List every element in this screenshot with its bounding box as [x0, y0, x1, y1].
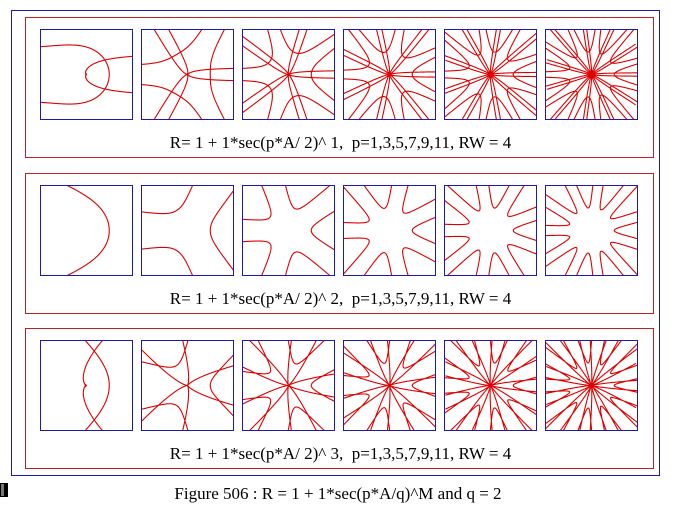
polar-curve-p1: [82, 341, 110, 430]
plot-box-p9: [444, 29, 537, 120]
plot-box-p1: [40, 340, 133, 431]
curve-path: [445, 341, 536, 430]
plot-box-p5: [242, 185, 335, 276]
polar-curve-p3: [142, 30, 233, 119]
plot-box-p3: [141, 185, 234, 276]
polar-curve-p11: [546, 186, 637, 275]
plot-box-p3: [141, 29, 234, 120]
polar-curve-p7: [344, 186, 435, 275]
polar-curve-p7: [344, 30, 435, 119]
curve-path: [142, 30, 233, 119]
panel-m3: R= 1 + 1*sec(p*A/ 2)^ 3, p=1,3,5,7,9,11,…: [25, 328, 654, 469]
polar-curve-p11: [546, 30, 637, 119]
polar-curve-p1: [41, 44, 132, 105]
polar-curve-p9: [445, 341, 536, 430]
plot-box-p11: [545, 29, 638, 120]
panel-m1: R= 1 + 1*sec(p*A/ 2)^ 1, p=1,3,5,7,9,11,…: [25, 17, 654, 158]
curve-path: [445, 30, 536, 119]
curve-path: [142, 341, 233, 430]
panel-caption: R= 1 + 1*sec(p*A/ 2)^ 3, p=1,3,5,7,9,11,…: [169, 444, 512, 463]
panel-caption: R= 1 + 1*sec(p*A/ 2)^ 2, p=1,3,5,7,9,11,…: [169, 289, 512, 308]
polar-curve-p5: [243, 186, 334, 275]
curve-path: [243, 186, 334, 275]
plot-box-p5: [242, 29, 335, 120]
figure-caption: Figure 506 : R = 1 + 1*sec(p*A/q)^M and …: [174, 484, 502, 503]
curve-path: [546, 186, 637, 275]
plot-box-p9: [444, 185, 537, 276]
plot-box-p9: [444, 340, 537, 431]
plot-box-p7: [343, 29, 436, 120]
curve-path: [82, 341, 110, 430]
figure-frame: [11, 10, 660, 476]
plot-box-p11: [545, 185, 638, 276]
panel-m2: R= 1 + 1*sec(p*A/ 2)^ 2, p=1,3,5,7,9,11,…: [25, 173, 654, 314]
polar-curve-p7: [344, 341, 435, 430]
plot-box-p1: [40, 185, 133, 276]
curve-path: [344, 341, 435, 430]
polar-curve-p11: [546, 341, 637, 430]
curve-path: [243, 30, 334, 119]
plot-box-p5: [242, 340, 335, 431]
polar-curve-p5: [243, 341, 334, 430]
polar-curve-p1: [66, 186, 110, 275]
curve-path: [546, 341, 637, 430]
curve-path: [344, 30, 435, 119]
curve-path: [243, 341, 334, 430]
curve-path: [66, 186, 110, 275]
plot-box-p7: [343, 340, 436, 431]
panel-caption: R= 1 + 1*sec(p*A/ 2)^ 1, p=1,3,5,7,9,11,…: [169, 133, 512, 152]
curve-path: [41, 44, 132, 105]
curve-path: [445, 186, 536, 275]
polar-curve-p9: [445, 186, 536, 275]
window-edge-handle: [0, 483, 8, 497]
polar-curve-p5: [243, 30, 334, 119]
curve-path: [546, 30, 637, 119]
polar-curve-p3: [142, 341, 233, 430]
plot-box-p3: [141, 340, 234, 431]
plot-box-p7: [343, 185, 436, 276]
polar-curve-p3: [142, 186, 233, 275]
plot-box-p11: [545, 340, 638, 431]
polar-curve-p9: [445, 30, 536, 119]
curve-path: [344, 186, 435, 275]
curve-path: [142, 186, 233, 275]
plot-box-p1: [40, 29, 133, 120]
